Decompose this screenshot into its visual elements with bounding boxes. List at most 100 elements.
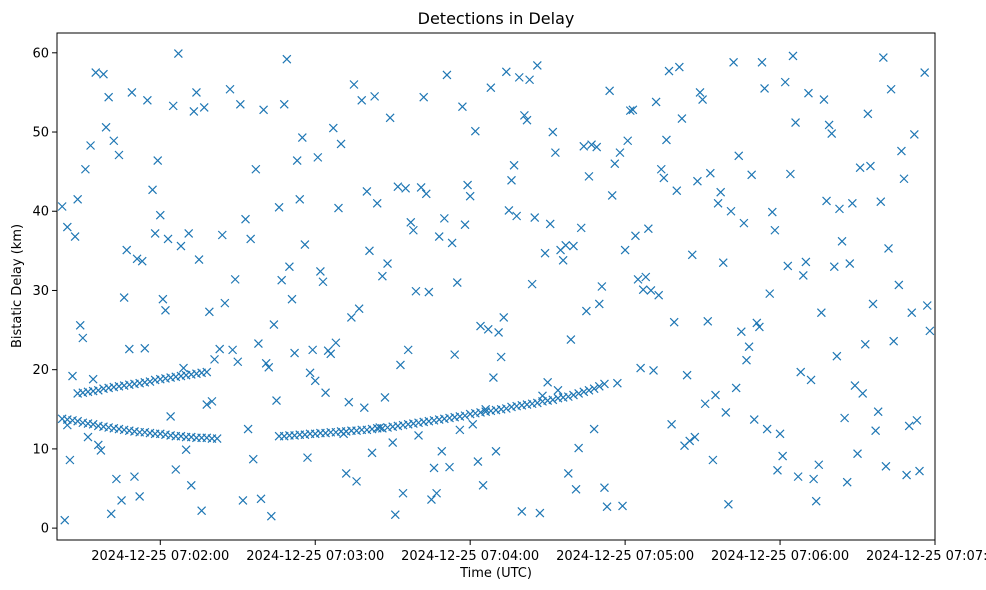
detection-point: [602, 502, 612, 512]
detection-point: [261, 358, 271, 368]
track-c-point: [532, 398, 542, 408]
detection-point: [698, 95, 708, 104]
track-c-point: [579, 387, 589, 397]
detection-point: [496, 352, 506, 362]
detection-point: [204, 307, 214, 317]
detection-point: [822, 196, 831, 206]
detection-point: [437, 446, 447, 456]
detection-point: [881, 461, 891, 471]
detection-point: [393, 182, 403, 192]
detection-point: [920, 68, 930, 78]
detection-point: [868, 299, 878, 309]
detection-point: [643, 224, 653, 234]
detection-point: [99, 69, 108, 79]
track-c-point: [584, 385, 594, 395]
detection-point: [718, 258, 728, 268]
detection-point: [889, 336, 899, 346]
detection-point: [514, 72, 524, 82]
detection-point: [478, 480, 488, 490]
detection-point: [124, 344, 134, 354]
detection-point: [442, 70, 452, 80]
detection-point: [662, 135, 671, 145]
detection-point: [163, 234, 173, 244]
detection-point: [452, 278, 462, 287]
detection-point: [827, 129, 837, 139]
detection-point: [871, 426, 881, 436]
detection-point: [571, 484, 581, 494]
detection-point: [785, 169, 795, 179]
detection-point: [922, 301, 932, 310]
x-tick-label: 2024-12-25 07:04:00: [401, 549, 539, 564]
detection-point: [465, 191, 475, 201]
track-a-point: [73, 416, 83, 426]
detection-point: [295, 194, 305, 204]
detection-point: [168, 101, 178, 111]
track-c-point: [589, 384, 599, 394]
detection-point: [217, 230, 227, 240]
detection-point: [754, 322, 764, 332]
detection-point: [594, 299, 604, 309]
detection-point: [346, 312, 356, 322]
detection-point: [876, 197, 886, 207]
detection-point: [633, 274, 643, 284]
detection-point: [558, 255, 568, 265]
track-c-point: [548, 395, 558, 405]
detection-point: [543, 377, 553, 387]
detection-point: [853, 449, 862, 459]
detection-point: [804, 88, 813, 98]
detection-point: [230, 274, 240, 284]
track-c-point: [600, 379, 609, 389]
detection-point: [623, 136, 633, 146]
detection-point: [687, 250, 697, 260]
detection-point: [344, 397, 354, 407]
detection-point: [636, 363, 646, 373]
detection-point: [104, 92, 114, 102]
y-tick-label: 0: [41, 522, 49, 537]
detection-point: [328, 123, 338, 133]
detection-point: [592, 142, 602, 152]
detection-point: [73, 194, 83, 204]
detection-point: [499, 312, 509, 322]
x-axis: 2024-12-25 07:02:00 2024-12-25 07:03:00 20…: [91, 540, 986, 564]
detection-point: [809, 474, 819, 484]
detection-point: [703, 316, 713, 326]
detection-point: [530, 213, 540, 223]
detection-point: [796, 367, 806, 377]
detection-point: [576, 223, 586, 233]
detection-point: [458, 102, 467, 112]
detection-point: [122, 245, 132, 255]
detection-point: [101, 122, 111, 132]
detection-point: [308, 345, 318, 355]
detection-point: [192, 87, 201, 97]
detection-point: [408, 225, 418, 235]
detection-point: [504, 206, 514, 215]
detection-point: [791, 118, 800, 127]
detection-point: [153, 156, 163, 165]
detection-point: [233, 357, 243, 367]
detection-point: [806, 375, 816, 385]
plot-frame: [56, 32, 936, 541]
detection-point: [878, 53, 888, 62]
detection-point: [388, 438, 398, 447]
detection-point: [902, 470, 912, 480]
detection-point: [290, 348, 300, 358]
detection-point: [628, 105, 638, 115]
detection-point: [80, 164, 90, 174]
detection-point: [62, 420, 72, 430]
detection-point: [757, 57, 767, 67]
detection-point: [199, 103, 209, 112]
detection-point: [88, 374, 98, 384]
detection-point: [450, 350, 460, 360]
detection-point: [618, 501, 627, 511]
detection-point: [481, 404, 491, 414]
track-b-point: [202, 367, 212, 377]
detection-point: [370, 91, 380, 101]
detection-point: [886, 84, 896, 94]
detection-point: [284, 262, 294, 272]
detection-point: [708, 455, 718, 465]
detection-point: [798, 270, 808, 280]
detection-point: [274, 202, 284, 212]
detection-point: [695, 87, 705, 97]
detection-point: [334, 203, 343, 213]
detection-point: [377, 271, 387, 281]
